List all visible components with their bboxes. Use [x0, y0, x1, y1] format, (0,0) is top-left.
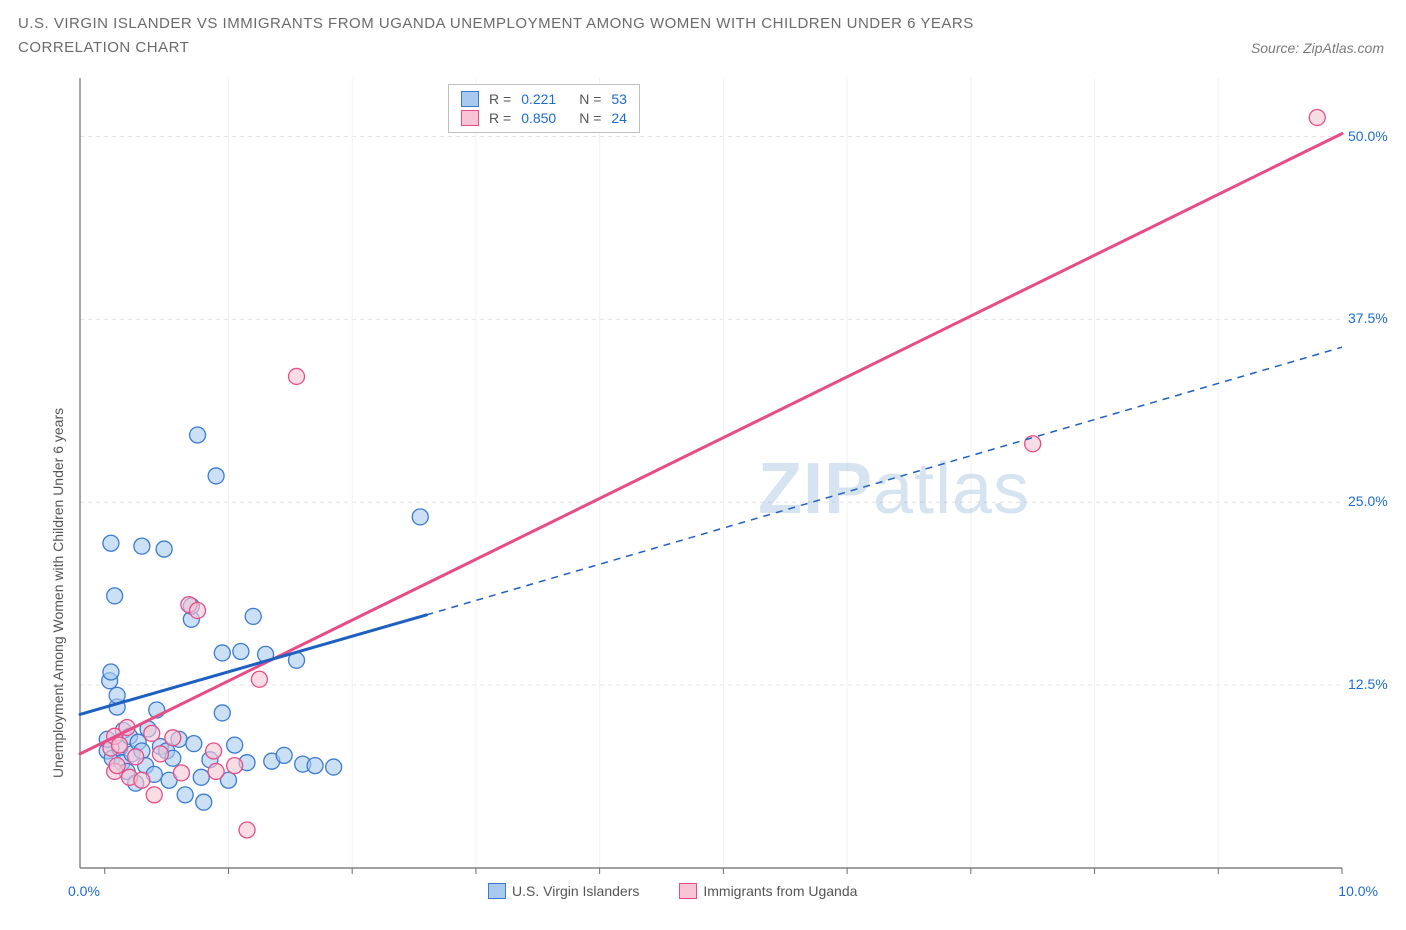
r-label-2: R = — [489, 110, 511, 126]
x-axis-min-label: 0.0% — [68, 883, 100, 899]
legend-label-series1: U.S. Virgin Islanders — [512, 883, 639, 899]
legend-item-series1: U.S. Virgin Islanders — [488, 883, 639, 899]
r-value-2: 0.850 — [521, 110, 569, 126]
chart-title: U.S. VIRGIN ISLANDER VS IMMIGRANTS FROM … — [18, 12, 974, 60]
stats-row-series1: R = 0.221 N = 53 — [461, 91, 627, 107]
y-tick-label: 37.5% — [1348, 310, 1388, 326]
series-legend: U.S. Virgin Islanders Immigrants from Ug… — [488, 883, 857, 899]
chart-svg — [18, 78, 1388, 918]
stats-row-series2: R = 0.850 N = 24 — [461, 110, 627, 126]
stats-legend: R = 0.221 N = 53 R = 0.850 N = 24 — [448, 84, 640, 133]
title-line-2: CORRELATION CHART — [18, 36, 974, 60]
legend-label-series2: Immigrants from Uganda — [703, 883, 857, 899]
y-tick-label: 25.0% — [1348, 493, 1388, 509]
y-tick-label: 50.0% — [1348, 128, 1388, 144]
n-value-2: 24 — [611, 110, 627, 126]
swatch-series1 — [461, 91, 479, 107]
n-label-1: N = — [579, 91, 601, 107]
title-line-1: U.S. VIRGIN ISLANDER VS IMMIGRANTS FROM … — [18, 12, 974, 36]
correlation-chart: Unemployment Among Women with Children U… — [18, 78, 1388, 918]
r-value-1: 0.221 — [521, 91, 569, 107]
swatch-series1-bottom — [488, 883, 506, 899]
swatch-series2-bottom — [679, 883, 697, 899]
n-value-1: 53 — [611, 91, 627, 107]
x-axis-max-label: 10.0% — [1338, 883, 1378, 899]
r-label-1: R = — [489, 91, 511, 107]
y-axis-label: Unemployment Among Women with Children U… — [50, 408, 66, 778]
swatch-series2 — [461, 110, 479, 126]
legend-item-series2: Immigrants from Uganda — [679, 883, 857, 899]
source-attribution: Source: ZipAtlas.com — [1251, 40, 1384, 56]
n-label-2: N = — [579, 110, 601, 126]
y-tick-label: 12.5% — [1348, 676, 1388, 692]
